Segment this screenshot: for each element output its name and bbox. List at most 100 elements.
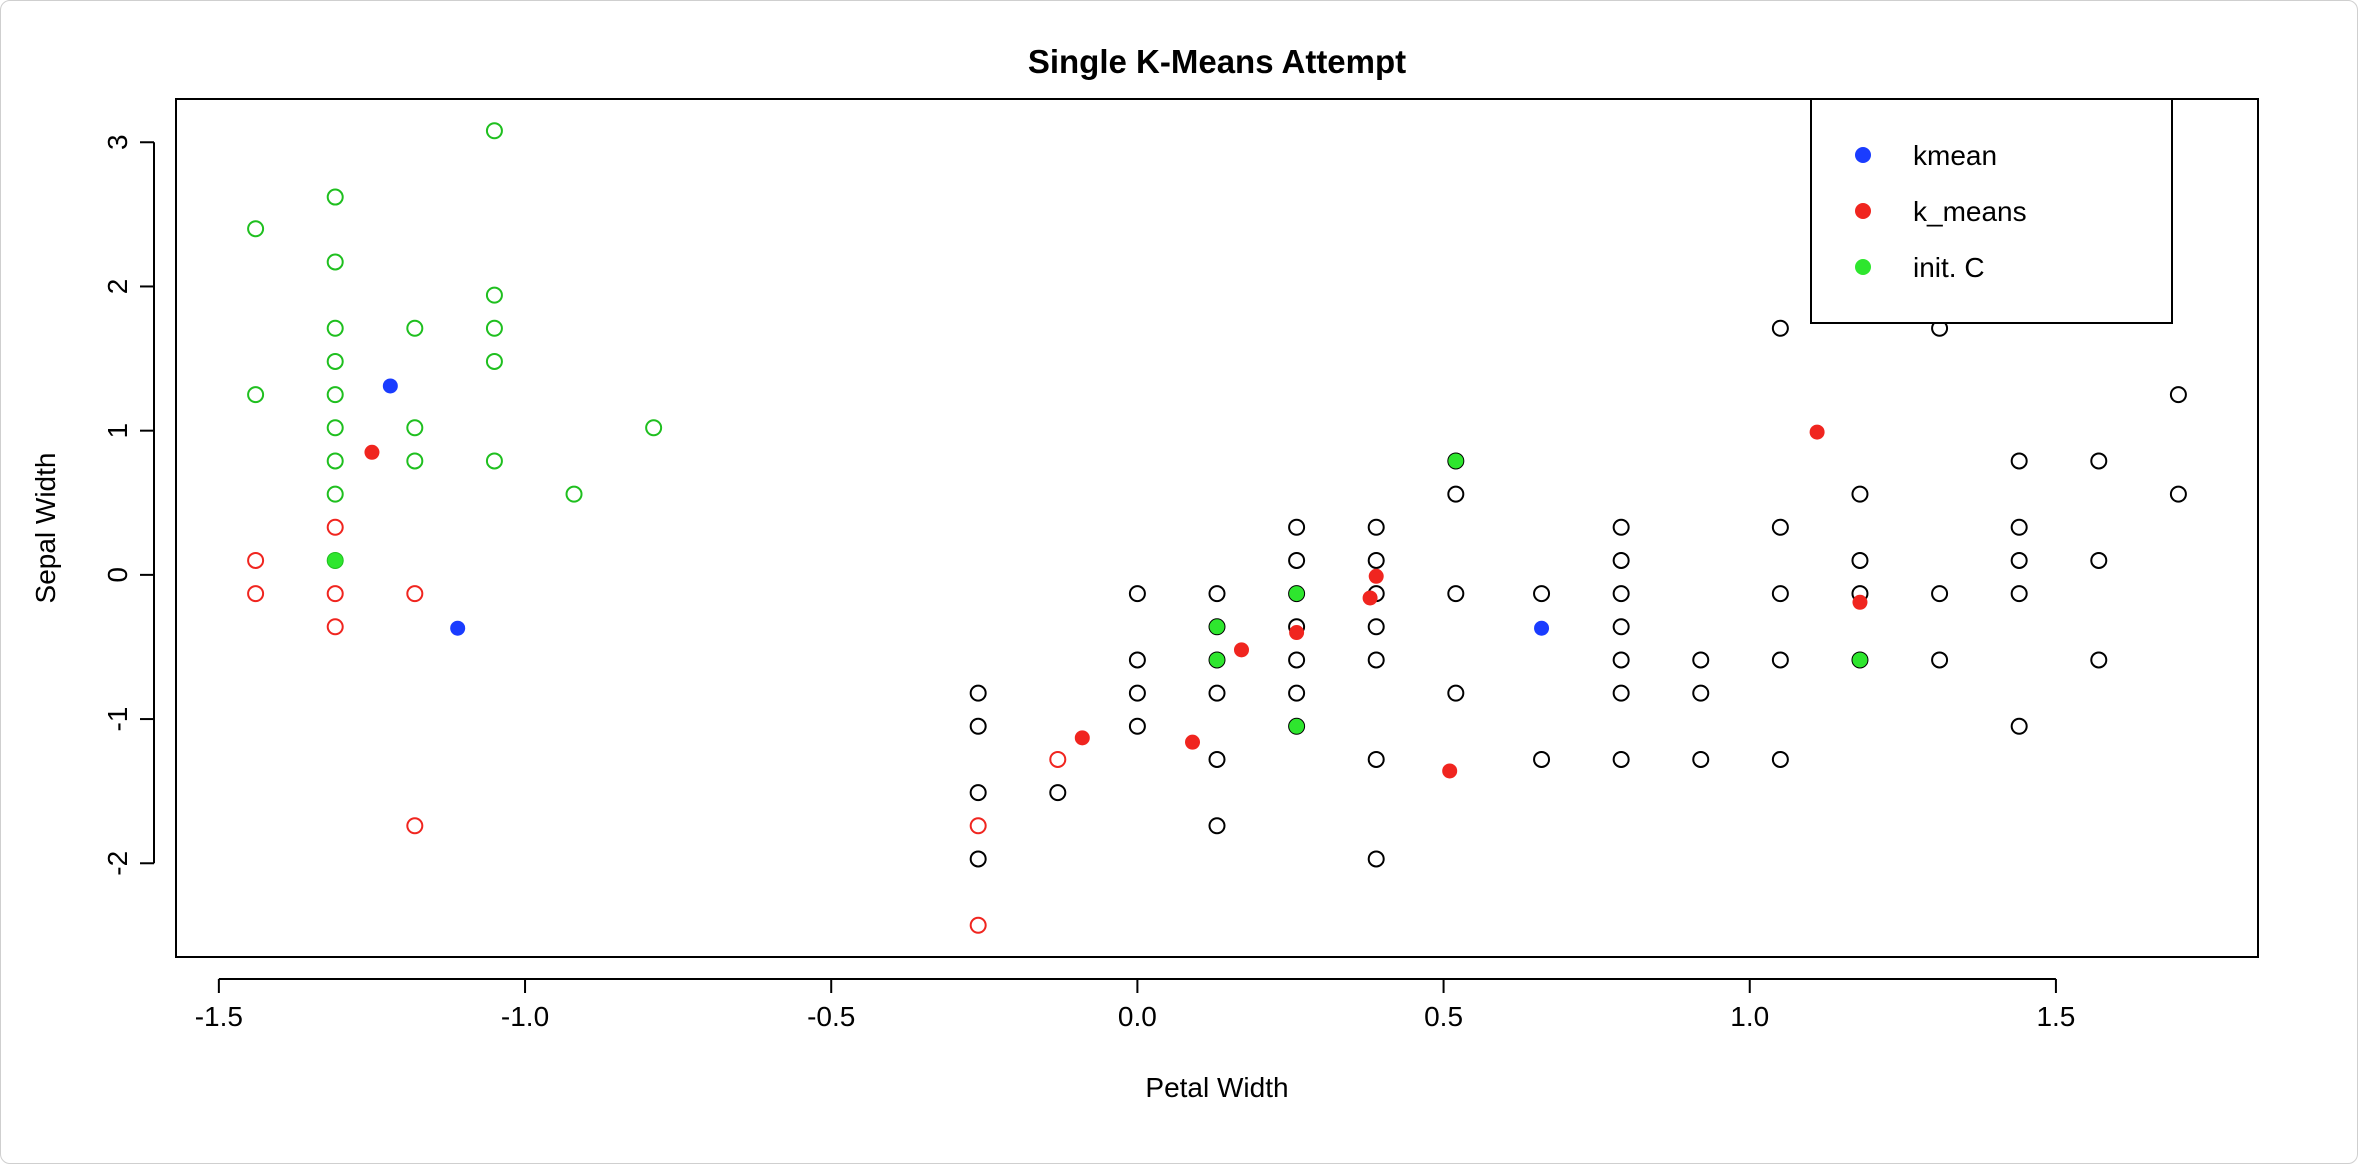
data-point [969, 817, 987, 835]
kmean-center-point [1534, 620, 1550, 636]
data-point [1771, 319, 1789, 337]
kmean-center-point [450, 620, 466, 636]
data-point [485, 319, 503, 337]
data-point [1447, 585, 1465, 603]
data-point [1367, 651, 1385, 669]
data-point [969, 684, 987, 702]
data-point [969, 850, 987, 868]
data-point [406, 452, 424, 470]
data-point [1128, 717, 1146, 735]
kmean-center-point [382, 378, 398, 394]
k-means-center-point [1368, 568, 1384, 584]
data-point [1208, 750, 1226, 768]
data-point [1533, 585, 1551, 603]
data-point [2010, 585, 2028, 603]
data-point [247, 386, 265, 404]
y-axis: -2 -1 0 1 2 3 [102, 134, 155, 876]
legend-label: k_means [1913, 196, 2027, 227]
k-means-center-point [1185, 734, 1201, 750]
data-point [406, 319, 424, 337]
data-point [1208, 684, 1226, 702]
k-means-center-point [1809, 424, 1825, 440]
data-point [1128, 651, 1146, 669]
data-point [1771, 750, 1789, 768]
data-point [326, 352, 344, 370]
data-point [2090, 551, 2108, 569]
plot-area-border [175, 98, 2259, 958]
legend-label: kmean [1913, 140, 1997, 171]
x-tick-label: -1.0 [501, 1001, 549, 1032]
x-tick-label: 0.0 [1118, 1001, 1157, 1032]
data-point [2169, 386, 2187, 404]
init-c-center-point [1852, 652, 1868, 668]
data-point [326, 452, 344, 470]
data-point [326, 518, 344, 536]
legend-marker [1855, 203, 1871, 219]
data-point [1851, 485, 1869, 503]
data-point [1367, 618, 1385, 636]
y-axis-title: Sepal Width [30, 453, 61, 604]
data-points [247, 122, 2187, 934]
data-point [326, 386, 344, 404]
data-point [1612, 750, 1630, 768]
data-point [1367, 750, 1385, 768]
x-tick-label: -0.5 [807, 1001, 855, 1032]
legend-marker [1855, 147, 1871, 163]
data-point [326, 253, 344, 271]
data-point [1612, 551, 1630, 569]
init-c-center-point [1209, 652, 1225, 668]
data-point [1771, 518, 1789, 536]
y-tick-label: 2 [102, 279, 133, 295]
k-means-center-point [1233, 642, 1249, 658]
data-point [1851, 551, 1869, 569]
data-point [1692, 684, 1710, 702]
data-point [1128, 585, 1146, 603]
data-point [485, 452, 503, 470]
data-point [1288, 651, 1306, 669]
x-tick-label: 0.5 [1424, 1001, 1463, 1032]
init-c-center-point [1448, 453, 1464, 469]
legend-marker [1855, 259, 1871, 275]
data-point [1288, 684, 1306, 702]
init-c-center-point [1209, 619, 1225, 635]
data-point [2010, 452, 2028, 470]
data-point [326, 585, 344, 603]
data-point [1208, 585, 1226, 603]
data-point [1612, 684, 1630, 702]
x-tick-label: 1.5 [2036, 1001, 2075, 1032]
y-tick-label: 1 [102, 423, 133, 439]
data-point [1208, 817, 1226, 835]
data-point [969, 717, 987, 735]
data-point [1612, 585, 1630, 603]
data-point [485, 122, 503, 140]
data-point [2010, 551, 2028, 569]
data-point [326, 188, 344, 206]
data-point [1931, 651, 1949, 669]
data-point [1447, 485, 1465, 503]
data-point [1612, 651, 1630, 669]
data-point [2090, 651, 2108, 669]
data-point [247, 551, 265, 569]
data-point [326, 419, 344, 437]
data-point [1049, 784, 1067, 802]
data-point [1692, 750, 1710, 768]
data-point [326, 618, 344, 636]
data-point [406, 585, 424, 603]
data-point [969, 784, 987, 802]
data-point [1367, 551, 1385, 569]
k-means-center-point [364, 444, 380, 460]
data-point [1612, 518, 1630, 536]
data-point [1128, 684, 1146, 702]
k-means-center-point [1852, 594, 1868, 610]
init-c-center-point [327, 552, 343, 568]
x-axis: -1.5 -1.0 -0.5 0.0 0.5 1.0 1.5 [195, 978, 2075, 1032]
y-tick-label: 0 [102, 567, 133, 583]
data-point [969, 916, 987, 934]
y-tick-label: 3 [102, 134, 133, 150]
legend: kmean k_means init. C [1810, 98, 2173, 324]
init-c-center-point [1289, 718, 1305, 734]
data-point [485, 286, 503, 304]
chart-title: Single K-Means Attempt [1028, 43, 1406, 80]
